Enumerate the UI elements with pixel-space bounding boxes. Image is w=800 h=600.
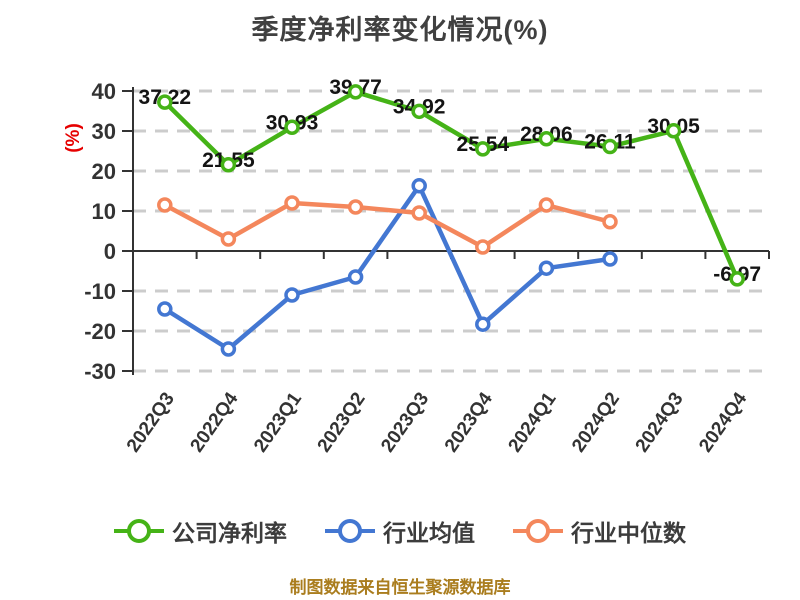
y-tick-label: 30 (92, 119, 116, 144)
legend-marker-icon (114, 519, 164, 543)
series-0-point[interactable] (602, 138, 618, 155)
series-1-point[interactable] (538, 260, 555, 276)
x-tick-label: 2023Q3 (377, 389, 433, 456)
y-tick-label: 0 (104, 239, 116, 264)
legend-label: 行业中位数 (571, 520, 686, 546)
series-1-line (162, 183, 613, 352)
x-tick-label: 2024Q1 (505, 388, 561, 456)
series-2-point[interactable] (602, 214, 618, 230)
series-2-point[interactable] (411, 205, 427, 221)
series-2-line (162, 200, 613, 250)
chart-title: 季度净利率变化情况(%) (251, 15, 549, 45)
series-0-point[interactable] (538, 131, 555, 147)
x-tick-label: 2023Q1 (250, 388, 306, 456)
series-1-point[interactable] (220, 341, 237, 357)
y-tick-label: 40 (92, 79, 116, 104)
series-1-point[interactable] (157, 301, 173, 317)
legend-item-2[interactable]: 行业中位数 (513, 514, 686, 548)
x-tick-label: 2024Q3 (632, 389, 688, 456)
x-tick-label: 2023Q4 (441, 388, 497, 456)
series-1-point[interactable] (284, 287, 300, 303)
legend-marker-icon (325, 519, 375, 543)
x-tick-label: 2024Q4 (695, 388, 751, 456)
x-tick-label: 2022Q3 (123, 389, 179, 456)
series-0-point[interactable] (729, 271, 745, 287)
legend-item-0[interactable]: 公司净利率 (114, 514, 287, 548)
series-1-point[interactable] (411, 178, 427, 194)
x-tick-label: 2024Q2 (568, 389, 624, 456)
series-0-point[interactable] (347, 84, 364, 100)
series-2-point[interactable] (284, 195, 300, 211)
legend-label: 公司净利率 (172, 520, 287, 546)
series-2-point[interactable] (347, 199, 364, 215)
data-source-footer: 制图数据来自恒生聚源数据库 (289, 578, 511, 597)
series-0-point[interactable] (411, 103, 427, 120)
series-0-point[interactable] (475, 141, 491, 157)
series-1-point[interactable] (602, 251, 618, 267)
chart-legend: 公司净利率 行业均值 行业中位数 (0, 514, 800, 548)
y-tick-label: -30 (84, 359, 116, 384)
legend-item-1[interactable]: 行业均值 (325, 514, 475, 548)
series-1-point[interactable] (347, 269, 364, 285)
series-2-point[interactable] (538, 197, 555, 213)
series-0-line (162, 89, 740, 282)
series-0-point[interactable] (284, 119, 300, 136)
y-tick-label: -20 (84, 319, 116, 344)
series-2-point[interactable] (220, 231, 237, 247)
series-0-point[interactable] (665, 123, 682, 139)
legend-marker-icon (513, 519, 563, 543)
y-tick-label: -10 (84, 279, 116, 304)
series-0-point[interactable] (157, 94, 173, 110)
series-0-point[interactable] (220, 157, 237, 173)
x-tick-label: 2023Q2 (314, 389, 370, 456)
x-tick-label: 2022Q4 (187, 388, 243, 456)
y-tick-label: 10 (92, 199, 116, 224)
series-2-point[interactable] (475, 239, 491, 255)
series-2-point[interactable] (157, 197, 173, 213)
legend-label: 行业均值 (383, 520, 475, 546)
series-1-point[interactable] (475, 316, 491, 332)
y-tick-label: 20 (92, 159, 116, 184)
